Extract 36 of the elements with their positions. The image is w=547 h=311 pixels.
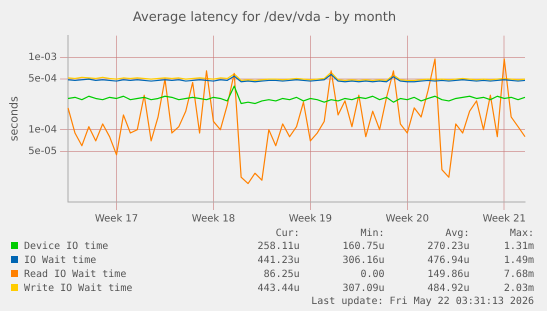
y-tick-label: 5e-05 bbox=[28, 146, 58, 158]
legend-label: IO Wait time bbox=[23, 254, 98, 268]
text: 476.94u bbox=[426, 254, 470, 268]
legend-label: Device IO time bbox=[23, 240, 110, 254]
text: 270.23u bbox=[426, 240, 470, 254]
text: 307.09u bbox=[341, 282, 386, 296]
chart-title: Average latency for /dev/vda - by month bbox=[132, 10, 396, 26]
y-axis-title: seconds bbox=[7, 96, 20, 142]
text: 0.00 bbox=[360, 268, 386, 282]
text: 86.25u bbox=[262, 268, 301, 282]
y-tick-label: 1e-03 bbox=[28, 52, 58, 63]
text: 2.03m bbox=[502, 282, 535, 296]
x-tick-label: Week 18 bbox=[192, 214, 236, 225]
x-tick-label: Week 19 bbox=[288, 214, 332, 225]
text: 258.11u bbox=[256, 240, 301, 254]
text: Max: bbox=[508, 228, 535, 240]
text: Avg: bbox=[444, 228, 470, 240]
text: Cur: bbox=[274, 228, 301, 240]
legend-label: Write IO Wait time bbox=[23, 282, 134, 296]
y-tick-label: 5e-04 bbox=[28, 74, 58, 85]
text: 484.92u bbox=[426, 282, 470, 296]
text: 443.44u bbox=[256, 282, 301, 296]
text: 306.16u bbox=[341, 254, 386, 268]
text: 160.75u bbox=[341, 240, 386, 254]
x-tick-label: Week 20 bbox=[386, 214, 429, 225]
x-tick-label: Week 17 bbox=[94, 214, 138, 225]
x-tick-label: Week 21 bbox=[482, 214, 526, 225]
text: Last update: Fri May 22 03:31:13 2026 bbox=[310, 296, 535, 308]
text: 441.23u bbox=[256, 254, 301, 268]
text: Min: bbox=[360, 228, 386, 240]
y-tick-label: 1e-04 bbox=[28, 124, 58, 136]
text: 7.68m bbox=[502, 268, 535, 282]
text: 1.31m bbox=[502, 240, 535, 254]
text: 1.49m bbox=[502, 254, 535, 268]
legend-label: Read IO Wait time bbox=[23, 268, 128, 282]
text: 149.86u bbox=[426, 268, 470, 282]
